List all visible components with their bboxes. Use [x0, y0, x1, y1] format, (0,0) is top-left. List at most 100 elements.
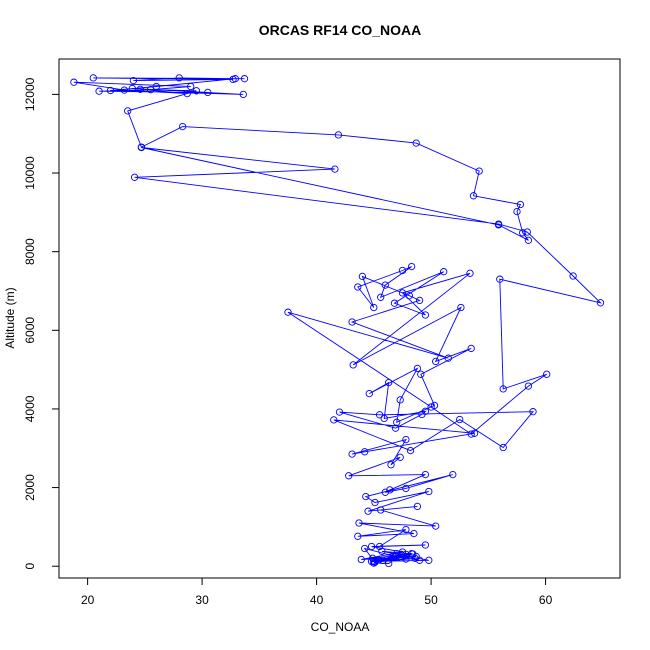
data-point [379, 556, 387, 564]
data-point [467, 430, 475, 438]
y-axis-label: Altitude (m) [3, 287, 17, 348]
y-tick-label: 2000 [23, 474, 37, 501]
y-axis: 0 2000 4000 6000 8000 10000 12000 [23, 77, 60, 570]
data-point [457, 303, 465, 312]
data-point [365, 389, 373, 398]
data-point [345, 472, 353, 480]
data-point [361, 544, 369, 553]
data-point [387, 461, 395, 469]
data-point [430, 401, 439, 410]
data-point [239, 90, 247, 99]
data-point [386, 486, 394, 494]
y-tick-label: 4000 [23, 395, 37, 422]
data-point [440, 268, 448, 276]
data-point [413, 364, 422, 373]
data-point [415, 296, 424, 305]
data-point [377, 506, 385, 514]
data-point [130, 173, 139, 181]
data-point [397, 550, 405, 559]
data-point [120, 86, 128, 94]
data-point [146, 86, 155, 94]
data-point [349, 361, 357, 369]
data-point [543, 370, 551, 378]
data-point [411, 554, 419, 562]
data-point [496, 275, 504, 283]
data-point [415, 556, 424, 564]
data-point [444, 354, 452, 362]
data-point [519, 229, 527, 237]
data-point [529, 408, 537, 416]
data-point [358, 272, 367, 281]
data-point [175, 74, 183, 82]
chart-title: ORCAS RF14 CO_NOAA [259, 22, 422, 38]
data-point [421, 311, 430, 319]
y-tick-label: 6000 [23, 317, 37, 344]
data-point [375, 411, 384, 419]
data-point [494, 220, 503, 228]
data-point [405, 292, 413, 300]
data-point [240, 75, 249, 83]
data-point [348, 450, 356, 458]
data-point [330, 416, 338, 424]
data-point [425, 487, 433, 496]
data-point [467, 344, 475, 353]
data-point [385, 559, 393, 568]
data-point [402, 435, 410, 444]
data-point [192, 87, 201, 95]
y-tick-label: 0 [23, 563, 37, 570]
data-point [466, 269, 474, 277]
data-point [377, 293, 385, 301]
data-point [432, 357, 440, 366]
data-point [407, 262, 416, 271]
y-tick-label: 12000 [23, 77, 37, 111]
data-point [369, 554, 377, 562]
data-point [385, 378, 393, 387]
data-point [516, 200, 525, 209]
data-point [95, 87, 103, 95]
data-point [378, 547, 386, 555]
x-axis-label: CO_NOAA [311, 620, 370, 634]
data-point [407, 549, 416, 558]
data-point [421, 470, 430, 479]
data-point [456, 415, 464, 424]
data-point [380, 414, 388, 423]
data-point [370, 303, 378, 312]
data-point [524, 382, 533, 390]
data-point [381, 281, 389, 289]
data-point [375, 542, 384, 551]
data-point [470, 429, 479, 437]
data-point [371, 498, 379, 507]
data-point [499, 443, 507, 452]
data-point [397, 554, 405, 562]
data-point [390, 299, 399, 307]
data-point [427, 403, 435, 411]
data-point [398, 266, 407, 275]
data-point [432, 522, 440, 530]
data-point [410, 529, 418, 538]
data-point [354, 283, 362, 291]
data-point [569, 272, 577, 280]
data-point [469, 192, 478, 200]
x-tick-label: 60 [539, 593, 553, 607]
data-point [402, 550, 410, 559]
data-point [596, 299, 605, 307]
data-point [475, 167, 483, 175]
data-point [425, 556, 433, 564]
data-point [231, 75, 239, 83]
data-point [348, 318, 356, 326]
data-point [183, 89, 191, 98]
data-point [70, 78, 78, 86]
data-point [513, 207, 521, 216]
data-point [499, 385, 507, 393]
y-tick-label: 10000 [23, 156, 37, 190]
data-point [524, 236, 533, 244]
data-point [136, 85, 144, 93]
data-series-layer [70, 74, 605, 568]
data-point [391, 424, 400, 432]
x-axis: 20 30 40 50 60 [81, 577, 553, 607]
data-point [124, 107, 132, 115]
data-point [421, 541, 430, 549]
data-point [331, 165, 339, 173]
y-tick-label: 8000 [23, 238, 37, 265]
